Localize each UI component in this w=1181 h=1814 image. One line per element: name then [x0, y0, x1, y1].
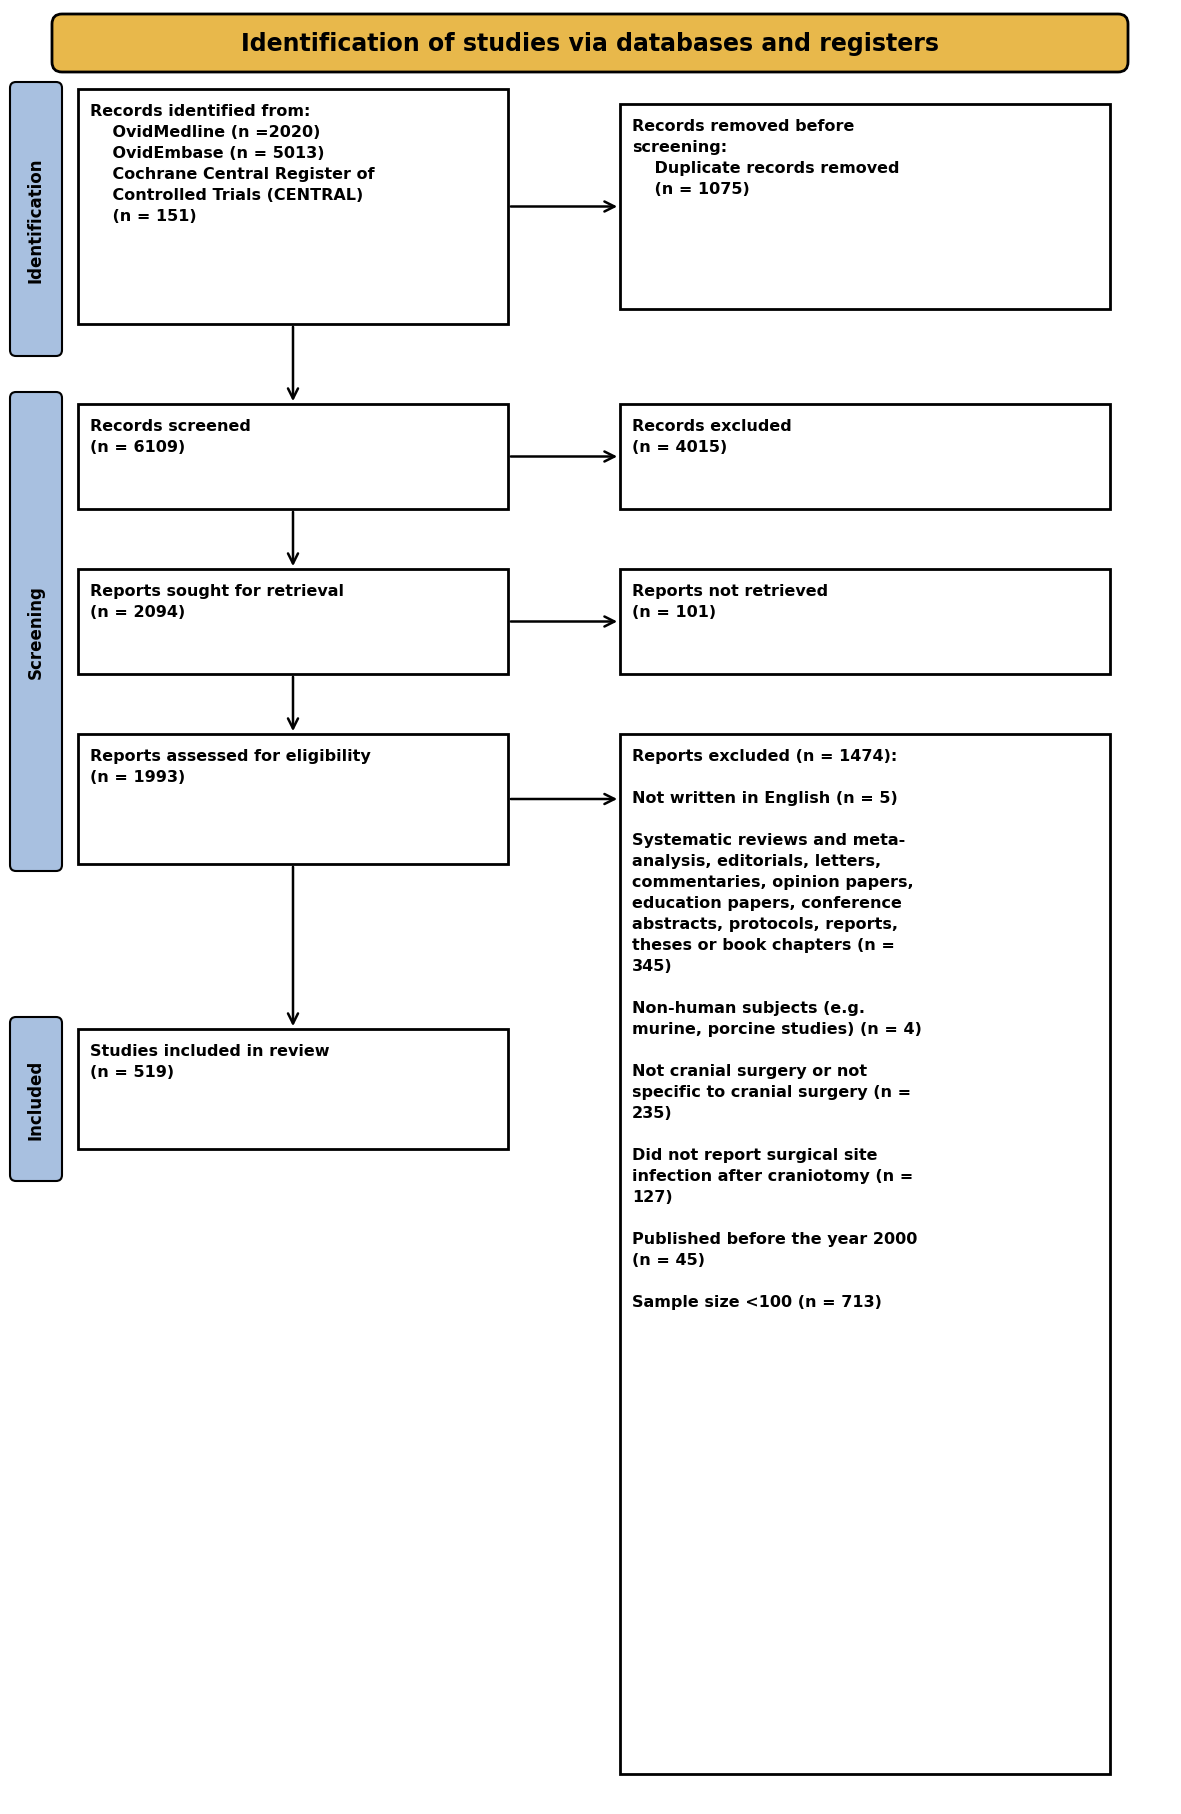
Text: Identification: Identification	[27, 158, 45, 283]
Text: Reports sought for retrieval
(n = 2094): Reports sought for retrieval (n = 2094)	[90, 584, 344, 620]
FancyBboxPatch shape	[52, 15, 1128, 73]
Bar	[78, 1029, 508, 1150]
Text: Records excluded
(n = 4015): Records excluded (n = 4015)	[632, 419, 791, 455]
Text: Records identified from:
    OvidMedline (n =2020)
    OvidEmbase (n = 5013)
   : Records identified from: OvidMedline (n …	[90, 103, 374, 223]
FancyBboxPatch shape	[9, 1018, 61, 1181]
Bar	[78, 405, 508, 510]
Bar	[620, 105, 1110, 310]
Text: Screening: Screening	[27, 586, 45, 678]
Bar	[78, 570, 508, 675]
Text: Reports assessed for eligibility
(n = 1993): Reports assessed for eligibility (n = 19…	[90, 749, 371, 785]
FancyBboxPatch shape	[9, 394, 61, 871]
Text: Identification of studies via databases and registers: Identification of studies via databases …	[241, 33, 939, 56]
Text: Reports not retrieved
(n = 101): Reports not retrieved (n = 101)	[632, 584, 828, 620]
Text: Reports excluded (n = 1474):

Not written in English (n = 5)

Systematic reviews: Reports excluded (n = 1474): Not written…	[632, 749, 922, 1310]
Bar	[78, 735, 508, 865]
Bar	[620, 570, 1110, 675]
Text: Records screened
(n = 6109): Records screened (n = 6109)	[90, 419, 250, 455]
Bar	[620, 735, 1110, 1774]
Text: Records removed before
screening:
    Duplicate records removed
    (n = 1075): Records removed before screening: Duplic…	[632, 120, 900, 198]
Text: Included: Included	[27, 1059, 45, 1139]
Bar	[620, 405, 1110, 510]
Bar	[78, 91, 508, 325]
FancyBboxPatch shape	[9, 83, 61, 357]
Text: Studies included in review
(n = 519): Studies included in review (n = 519)	[90, 1043, 329, 1079]
